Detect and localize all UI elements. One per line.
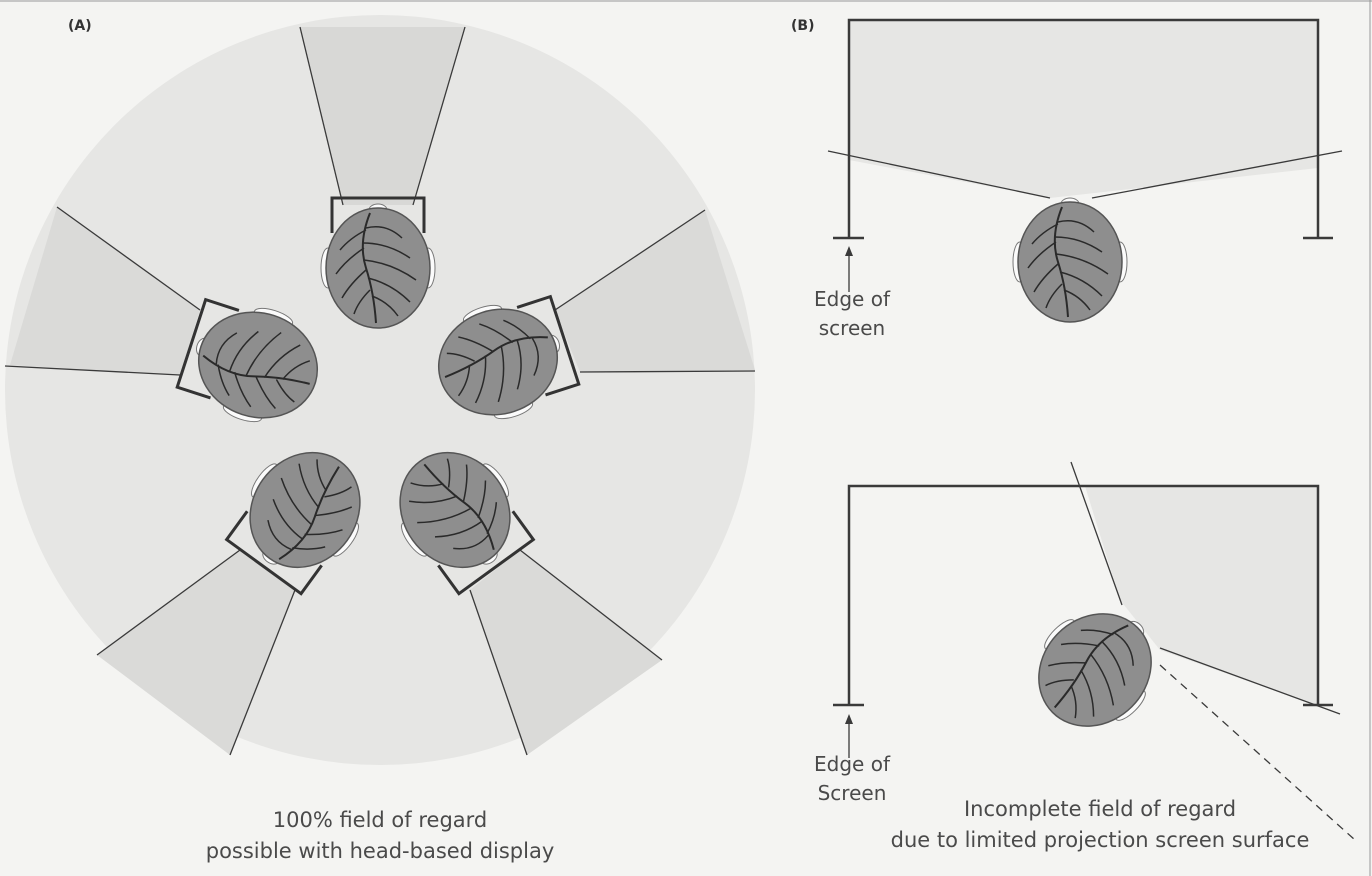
projection-screen-top: Edge of screen (814, 18, 1343, 340)
panel-b: (B) Edge of screen (791, 18, 1356, 852)
field-of-regard-circle (5, 15, 755, 765)
head-view-left (4, 206, 334, 439)
panel-a: (A) (4, 15, 756, 863)
top-edge-label-line1: Edge of (814, 287, 891, 311)
head-view-lower-right (372, 426, 663, 756)
bottom-edge-label-line2: Screen (818, 781, 887, 805)
head-view-lower-left (96, 426, 388, 756)
panel-b-label: (B) (791, 18, 814, 34)
top-edge-label-line2: screen (819, 316, 885, 340)
head-view-right (422, 209, 756, 436)
head-view-up (299, 26, 466, 329)
projection-screen-bottom: Edge of Screen (814, 461, 1356, 841)
bottom-edge-label-line1: Edge of (814, 752, 891, 776)
panel-b-caption-line1: Incomplete field of regard (964, 797, 1236, 821)
panel-a-caption-line1: 100% field of regard (273, 808, 488, 832)
panel-a-label: (A) (68, 18, 92, 34)
panel-b-caption-line2: due to limited projection screen surface (891, 828, 1310, 852)
panel-a-caption-line2: possible with head-based display (206, 839, 555, 863)
